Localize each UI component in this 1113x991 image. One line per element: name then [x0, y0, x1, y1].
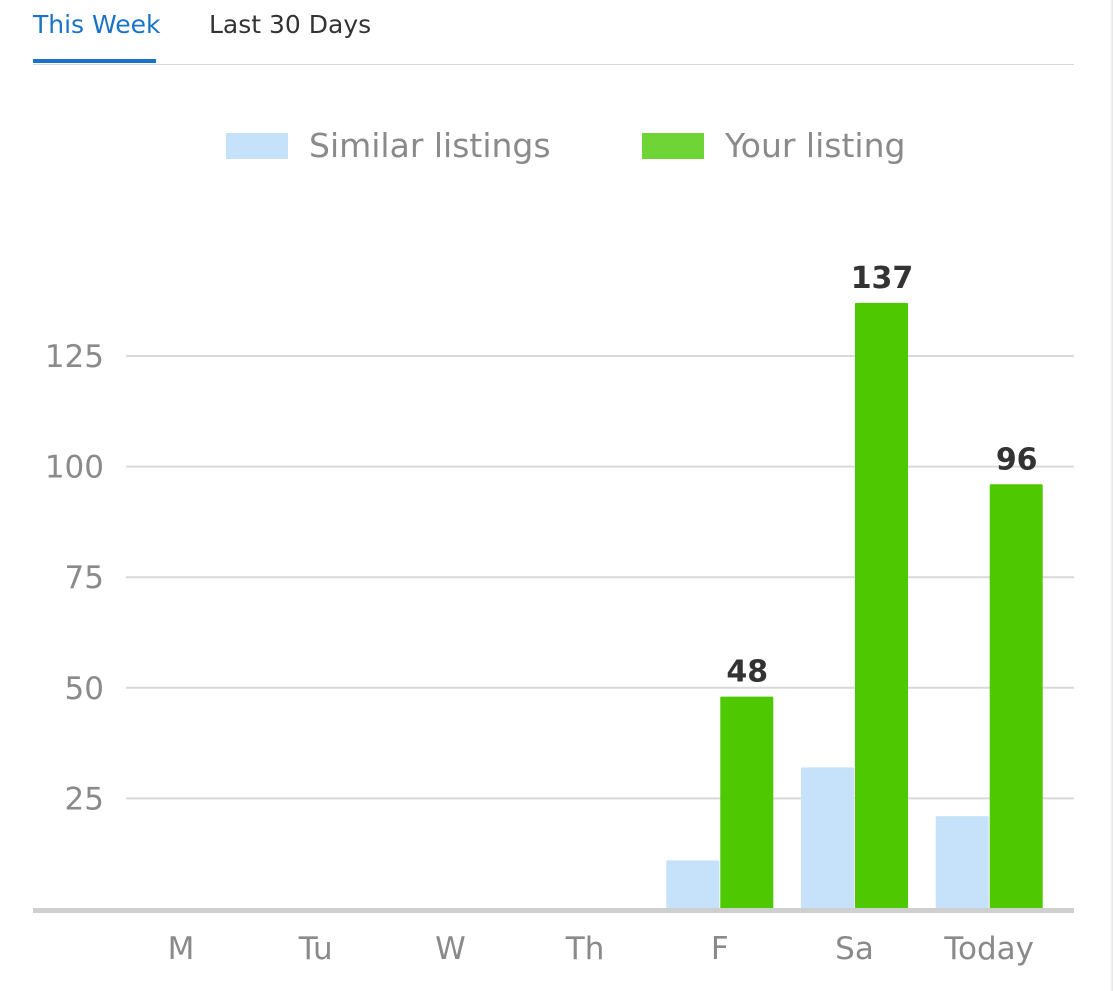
x-tick-label: F	[711, 931, 729, 967]
period-tabs: This Week Last 30 Days	[33, 0, 1074, 65]
y-tick-label: 25	[65, 781, 104, 817]
x-tick-label: W	[435, 931, 466, 967]
x-tick-label: Tu	[298, 931, 333, 967]
panel-edge	[1110, 0, 1113, 991]
data-label: 48	[726, 655, 768, 690]
y-tick-label: 125	[45, 339, 104, 375]
legend-swatch-similar-listings	[226, 133, 288, 159]
legend-label-similar-listings: Similar listings	[309, 126, 551, 165]
bar-similar-f	[666, 860, 720, 909]
tab-last-30-days[interactable]: Last 30 Days	[209, 10, 372, 39]
x-tick-label: Sa	[835, 931, 874, 967]
x-tick-label: Th	[565, 931, 605, 967]
active-tab-indicator	[33, 59, 156, 63]
bar-your-f	[720, 696, 774, 909]
y-tick-label: 75	[65, 560, 104, 596]
legend-swatch-your-listing	[642, 133, 704, 159]
data-label: 137	[851, 261, 914, 296]
tab-this-week[interactable]: This Week	[33, 10, 161, 39]
x-tick-label: Today	[943, 931, 1034, 967]
x-tick-label: M	[168, 931, 195, 967]
bar-similar-sa	[801, 767, 854, 909]
data-label: 96	[996, 442, 1038, 477]
legend-label-your-listing: Your listing	[725, 126, 906, 165]
bar-your-sa	[855, 302, 908, 909]
y-tick-label: 50	[65, 671, 104, 707]
bar-your-today	[989, 484, 1043, 909]
y-tick-label: 100	[45, 450, 104, 486]
bar-similar-today	[935, 816, 989, 909]
